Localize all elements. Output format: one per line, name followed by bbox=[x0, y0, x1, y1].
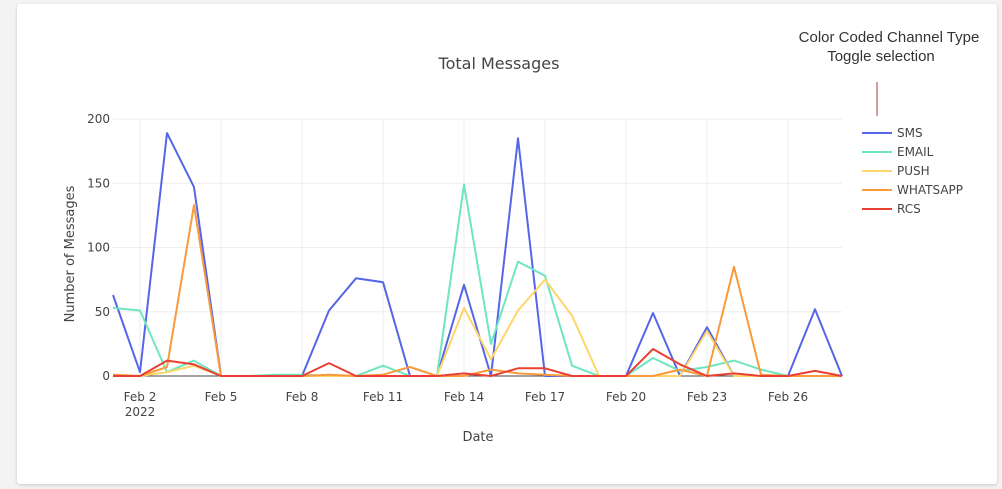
legend: SMS EMAIL PUSH WHATSAPP RCS bbox=[862, 126, 963, 216]
series-line-email bbox=[112, 183, 842, 377]
legend-item-whatsapp[interactable]: WHATSAPP bbox=[862, 183, 963, 197]
series-lines bbox=[112, 132, 843, 377]
y-tick-label: 0 bbox=[102, 369, 110, 383]
chart-title: Total Messages bbox=[438, 54, 560, 73]
series-line-sms bbox=[112, 132, 843, 377]
x-tick-label: Feb 11 bbox=[363, 390, 403, 404]
legend-label: EMAIL bbox=[897, 145, 934, 159]
x-tick-label: Feb 23 bbox=[687, 390, 727, 404]
y-tick-label: 150 bbox=[87, 176, 110, 190]
legend-label: PUSH bbox=[897, 164, 930, 178]
x-tick-label: Feb 26 bbox=[768, 390, 808, 404]
x-tick-label: Feb 2 bbox=[124, 390, 157, 404]
legend-item-email[interactable]: EMAIL bbox=[862, 145, 934, 159]
grid-lines bbox=[113, 118, 842, 377]
x-tick-label: Feb 17 bbox=[525, 390, 565, 404]
legend-label: WHATSAPP bbox=[897, 183, 963, 197]
y-axis-title: Number of Messages bbox=[63, 185, 78, 322]
x-tick-label: Feb 8 bbox=[286, 390, 319, 404]
legend-label: RCS bbox=[897, 202, 921, 216]
x-axis-title: Date bbox=[462, 430, 493, 445]
x-tick-sublabel: 2022 bbox=[125, 405, 156, 419]
legend-label: SMS bbox=[897, 126, 923, 140]
legend-item-sms[interactable]: SMS bbox=[862, 126, 923, 140]
x-tick-label: Feb 5 bbox=[205, 390, 238, 404]
legend-item-push[interactable]: PUSH bbox=[862, 164, 930, 178]
x-tick-label: Feb 20 bbox=[606, 390, 646, 404]
series-line-rcs bbox=[113, 348, 843, 377]
annotation-line-2: Toggle selection bbox=[827, 48, 935, 65]
annotation-line-1: Color Coded Channel Type bbox=[799, 29, 980, 46]
y-axis-ticks: 0 50 100 150 200 bbox=[87, 112, 110, 383]
series-line-whatsapp bbox=[112, 204, 842, 377]
legend-item-rcs[interactable]: RCS bbox=[862, 202, 921, 216]
y-tick-label: 100 bbox=[87, 241, 110, 255]
y-tick-label: 200 bbox=[87, 112, 110, 126]
y-tick-label: 50 bbox=[95, 305, 110, 319]
x-tick-label: Feb 14 bbox=[444, 390, 484, 404]
